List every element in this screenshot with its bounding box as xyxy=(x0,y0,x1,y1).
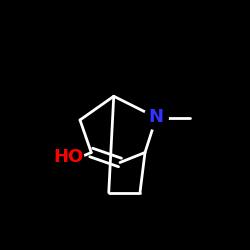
Ellipse shape xyxy=(144,106,168,130)
Text: HO: HO xyxy=(54,148,84,166)
Text: N: N xyxy=(149,108,164,126)
Ellipse shape xyxy=(51,146,84,170)
